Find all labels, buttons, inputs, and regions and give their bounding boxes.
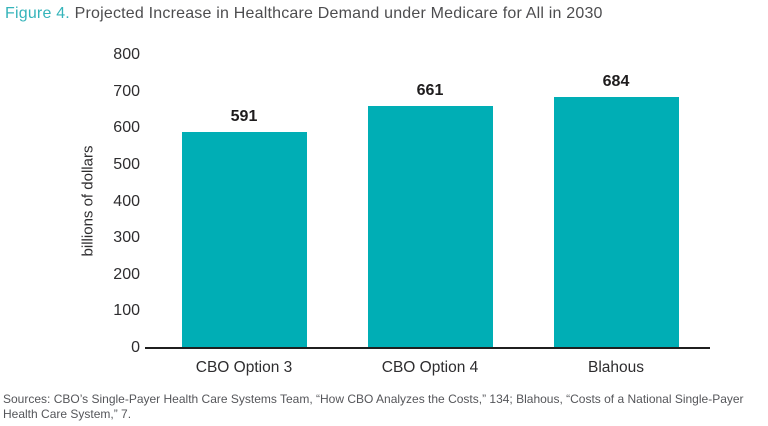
- y-tick-label: 800: [113, 46, 140, 63]
- bar-cbo-option-4: [367, 105, 493, 348]
- x-category-label: CBO Option 3: [195, 359, 293, 376]
- bar-cbo-option-3: [181, 131, 307, 348]
- y-tick-label: 200: [113, 265, 140, 283]
- figure-title-text: Projected Increase in Healthcare Demand …: [69, 5, 603, 22]
- sources-note: Sources: CBO’s Single-Payer Health Care …: [3, 392, 744, 421]
- x-axis-line: [145, 347, 710, 349]
- y-tick-label: 400: [113, 192, 140, 210]
- y-tick-label: 600: [113, 119, 140, 137]
- bar-value-label: 591: [230, 107, 258, 125]
- x-category-label: CBO Option 4: [381, 359, 479, 376]
- y-tick-label: 100: [113, 302, 140, 320]
- bar-blahous: [553, 97, 679, 348]
- y-tick-label: 0: [131, 339, 140, 356]
- figure-number: Figure 4.: [5, 5, 70, 22]
- y-tick-label: 300: [113, 229, 140, 247]
- y-tick-label: 500: [113, 155, 140, 173]
- bar-value-label: 661: [416, 81, 444, 99]
- x-category-label: Blahous: [587, 359, 644, 376]
- y-tick-label: 700: [113, 82, 140, 100]
- figure-title: Figure 4. Projected Increase in Healthca…: [5, 5, 764, 23]
- bar-value-label: 684: [602, 73, 630, 91]
